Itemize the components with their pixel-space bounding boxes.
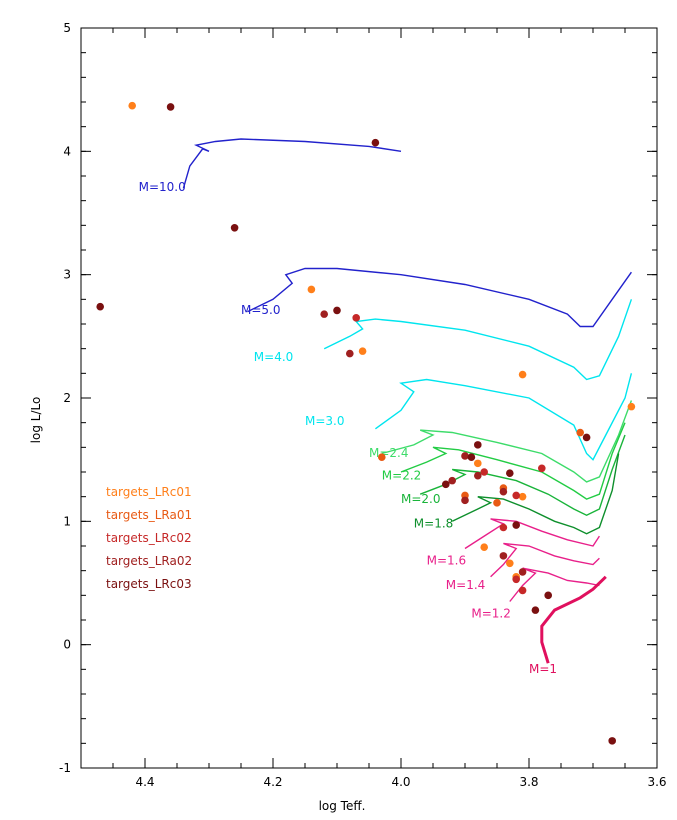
target-point [518, 370, 527, 379]
target-point [582, 433, 591, 442]
target-point [608, 737, 616, 745]
track-line [490, 542, 600, 578]
target-point [538, 464, 546, 473]
legend: targets_LRc01 targets_LRa01 targets_LRc02t… [106, 485, 192, 591]
y-tick-label: 5 [63, 21, 71, 35]
target-point [493, 499, 501, 507]
target-point [230, 224, 239, 232]
x-tick-label: 4.0 [391, 775, 410, 789]
track-label: M=5.0 [241, 303, 281, 317]
target-point [512, 491, 520, 500]
track-line [182, 138, 402, 189]
target-point [474, 441, 482, 449]
y-tick-label: 1 [63, 514, 71, 528]
target-points [96, 101, 636, 745]
plot-frame [80, 27, 658, 769]
target-point [371, 138, 380, 147]
x-tick-label: 4.4 [135, 775, 154, 789]
legend-entry: targets_LRc02 [106, 531, 192, 545]
target-point [506, 469, 514, 478]
track-label: M=1.4 [446, 578, 486, 592]
target-point [480, 468, 489, 476]
target-point [307, 285, 316, 294]
target-point [474, 459, 482, 468]
y-tick-label: 0 [63, 638, 71, 652]
x-axis-title: log Teff. [319, 799, 366, 813]
target-point [96, 302, 104, 311]
target-point [544, 591, 552, 600]
target-point [467, 453, 476, 462]
legend-entry: targets_LRc03 [106, 577, 192, 591]
target-point [358, 347, 367, 355]
track-line [381, 400, 633, 483]
track-label: M=2.2 [382, 468, 422, 482]
track-label: M=1.8 [414, 517, 454, 531]
track-label: M=1.2 [471, 607, 511, 621]
legend-entry: targets_LRc01 [106, 485, 192, 499]
target-point [518, 492, 527, 501]
target-point [352, 314, 361, 322]
track-label: M=1 [529, 662, 557, 676]
track-line [400, 422, 626, 500]
target-point [518, 568, 527, 576]
target-point [506, 559, 514, 568]
legend-entry: targets_LRa02 [106, 554, 192, 568]
track-label: M=4.0 [254, 350, 293, 364]
target-point [378, 453, 386, 462]
x-tick-label: 3.8 [519, 775, 538, 789]
track-line [323, 299, 633, 381]
evolutionary-tracks: M=10.0 M=5.0 M=4.0 M=3.0 M=2.4 M=2.2 M=2.0 M=1.… [139, 138, 633, 676]
target-point [333, 306, 341, 315]
legend-entry: targets_LRa01 [106, 508, 192, 522]
track-label: M=2.0 [401, 492, 441, 506]
track-line [247, 267, 632, 328]
target-point [518, 586, 527, 595]
y-tick-label: 4 [63, 144, 71, 158]
target-point [166, 103, 175, 111]
target-point [512, 521, 520, 529]
target-point [499, 523, 508, 532]
target-point [346, 349, 354, 358]
y-tick-label: 3 [63, 268, 71, 282]
axis-ticks: 4.4 4.2 4.0 3.8 3.6 -1 0 1 2 3 4 5 [59, 21, 667, 789]
target-point [480, 543, 489, 552]
track-line [451, 453, 620, 535]
target-point [320, 310, 329, 318]
target-point [128, 101, 136, 110]
target-point [576, 428, 584, 437]
track-line [509, 567, 600, 602]
track-line [374, 373, 633, 461]
target-point [461, 496, 469, 505]
target-point [448, 476, 457, 485]
y-axis-title: log L/Lo [29, 397, 43, 444]
target-point [627, 402, 636, 411]
target-point [474, 471, 482, 480]
target-point [512, 575, 520, 584]
track-label: M=10.0 [139, 180, 186, 194]
y-tick-label: 2 [63, 391, 71, 405]
target-point [499, 487, 508, 496]
y-tick-label: -1 [59, 761, 71, 775]
x-tick-label: 4.2 [263, 775, 282, 789]
x-tick-label: 3.6 [647, 775, 666, 789]
track-line [419, 434, 626, 516]
target-point [531, 606, 540, 614]
target-point [442, 480, 450, 489]
track-line [540, 575, 607, 664]
target-point [499, 552, 508, 560]
target-point [461, 452, 469, 460]
track-label: M=3.0 [305, 414, 345, 428]
track-label: M=1.6 [427, 554, 467, 568]
track-label: M=2.4 [369, 446, 409, 460]
